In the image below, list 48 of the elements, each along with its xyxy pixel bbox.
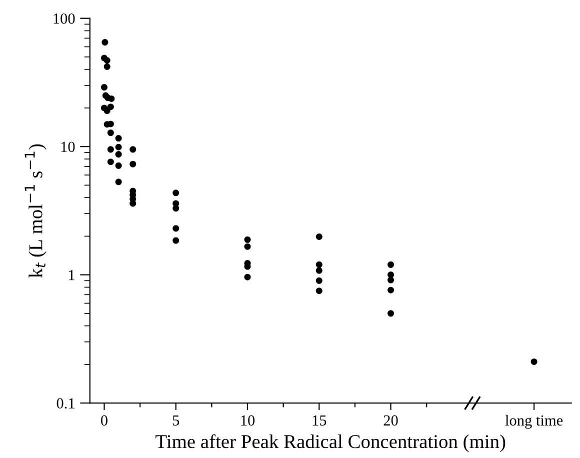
point: [388, 272, 394, 278]
point: [130, 200, 136, 207]
point: [388, 261, 394, 268]
point: [115, 151, 122, 158]
point: [530, 358, 538, 365]
point: [244, 274, 251, 280]
point: [100, 84, 108, 91]
point: [130, 146, 136, 153]
point: [108, 95, 115, 102]
point: [115, 178, 122, 186]
y-tick-label: 10: [61, 142, 75, 152]
point: [115, 135, 122, 142]
x-tick-label: 15: [312, 415, 326, 426]
y-tick-label: 0.1: [56, 398, 74, 409]
x-tick-label: 5: [172, 415, 180, 426]
point: [107, 146, 114, 153]
point: [316, 267, 322, 274]
x-tick-label: 10: [241, 415, 255, 426]
point: [316, 261, 322, 268]
point: [104, 57, 110, 64]
point: [316, 234, 322, 240]
point: [244, 236, 251, 243]
point: [115, 144, 122, 150]
x-tick-label: 0: [100, 415, 108, 426]
y-axis-title: k$_{t}$ (L mol$^{−1}$ s$^{−1}$): [24, 144, 46, 278]
point: [102, 39, 108, 46]
point: [104, 63, 110, 70]
point: [107, 158, 114, 166]
y-tick-label: 1: [69, 270, 74, 280]
point: [107, 130, 114, 136]
point: [388, 310, 394, 317]
point: [115, 162, 122, 169]
point: [388, 276, 394, 284]
point: [104, 108, 110, 114]
point: [244, 243, 251, 250]
point: [172, 205, 180, 212]
point: [316, 288, 322, 294]
point: [388, 286, 394, 294]
x-axis-title: Time after Peak Radical Concentration (min): [156, 434, 506, 452]
point: [316, 277, 322, 284]
y-tick-label: 100: [54, 13, 75, 24]
point: [172, 225, 180, 232]
x-tick-label: long time: [505, 414, 563, 429]
point: [130, 160, 136, 168]
point: [107, 104, 114, 110]
x-tick-label: 20: [384, 415, 398, 426]
point: [172, 190, 180, 196]
point: [172, 237, 180, 244]
